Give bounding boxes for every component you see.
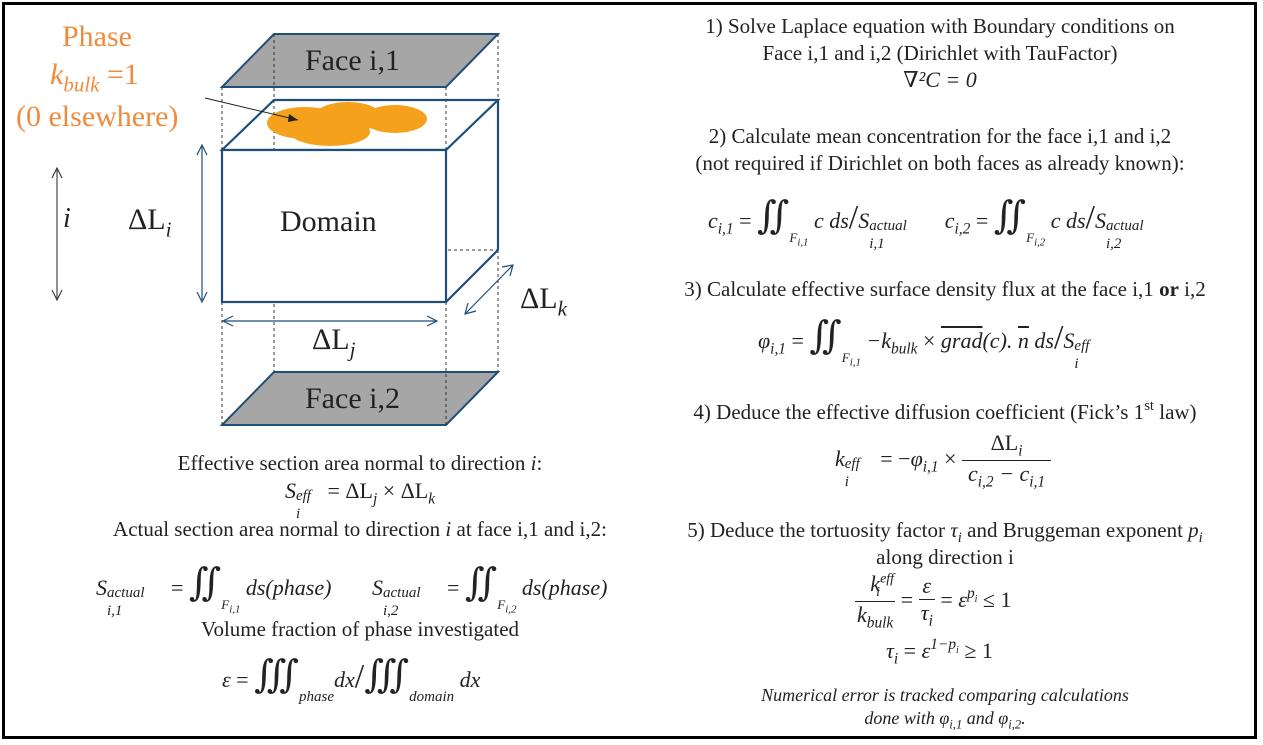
- phase-blobs: [267, 102, 427, 146]
- delta-lk-label: ΔLk: [520, 282, 567, 321]
- eff-area-j: j: [372, 490, 378, 508]
- step1-line1: 1) Solve Laplace equation with Boundary …: [705, 14, 1175, 38]
- delta-li-sub: i: [165, 217, 172, 242]
- domain-label: Domain: [280, 205, 377, 238]
- note-mid: and: [966, 708, 994, 728]
- step5-mid: and Bruggeman exponent: [967, 518, 1183, 542]
- ds-phase-1: ds(phase): [245, 575, 332, 600]
- eff-area-eq-b: × ΔL: [382, 478, 429, 503]
- delta-li-text: ΔL: [128, 203, 166, 236]
- step3-or: or: [1159, 277, 1179, 301]
- domain-box: [219, 98, 501, 304]
- kbulk-sub: bulk: [63, 72, 100, 97]
- delta-lj-arrow: [221, 315, 439, 327]
- delta-lk-sub: k: [557, 296, 567, 321]
- face-top-label: Face i,1: [305, 44, 400, 77]
- kbulk-label: kbulk =1: [50, 58, 139, 97]
- face-bottom-label: Face i,2: [305, 382, 400, 415]
- phase-label: Phase: [62, 20, 132, 53]
- ds-phase-2: ds(phase): [521, 575, 608, 600]
- direction-i-arrow: [51, 166, 63, 302]
- eff-area-dir: i: [530, 451, 537, 475]
- phase-pointer-arrow: [204, 97, 299, 121]
- volume-equation: ε = ∭phasedx/∭domain dx: [222, 654, 481, 705]
- actual-area-title: Actual section area normal to direction …: [40, 517, 680, 542]
- eff-area-k: k: [428, 490, 436, 508]
- flux-equation: φi,1 = ∬Fi,1 −kbulk × grad(c). n ds/S eff…: [758, 315, 1090, 372]
- step1-line2: Face i,1 and i,2 (Dirichlet with TauFact…: [762, 41, 1118, 65]
- note-line2: done with φi,1 and φi,2.: [864, 708, 1026, 732]
- delta-lj-label: ΔLj: [312, 323, 355, 362]
- mean-concentration-equation: ci,1 = ∬Fi,1 c ds/S actual i,1 ci,2 = ∬Fi,…: [708, 195, 1144, 252]
- delta-lj-text: ΔL: [312, 323, 350, 356]
- volume-title: Volume fraction of phase investigated: [200, 617, 520, 641]
- dir-i-label: i: [63, 203, 71, 234]
- step3-pre: 3) Calculate effective surface density f…: [684, 277, 1154, 301]
- tortuosity-equation: keffi kbulk = ε τi = εpi ≤ 1: [855, 571, 1012, 632]
- delta-lk-text: ΔL: [520, 282, 558, 315]
- step4-line: 4) Deduce the effective diffusion coeffi…: [640, 398, 1250, 425]
- actual-area-dir: i: [445, 517, 452, 541]
- bruggeman-equation: τi = ε1−pi ≥ 1: [886, 636, 993, 668]
- projection-lines: [221, 34, 499, 425]
- step5-line1: 5) Deduce the tortuosity factor τi and B…: [687, 518, 1203, 547]
- kbulk-value: =1: [106, 58, 139, 91]
- phase-word: phase: [299, 689, 335, 705]
- note-pre: done with: [864, 708, 935, 728]
- delta-li-arrow: [196, 143, 208, 304]
- actual-area-title-text: Actual section area normal to direction: [113, 517, 441, 541]
- kbulk-var: k: [50, 58, 64, 91]
- step4-pre: 4) Deduce the effective diffusion coeffi…: [693, 399, 1145, 424]
- eff-area-eq-a: = ΔL: [327, 478, 373, 503]
- step4-sup: st: [1144, 398, 1154, 414]
- step3-line: 3) Calculate effective surface density f…: [640, 277, 1250, 302]
- delta-lj-sub: j: [349, 337, 356, 362]
- step3-post: i,2: [1184, 277, 1206, 301]
- step4-post: law): [1159, 399, 1197, 424]
- elsewhere-label: (0 elsewhere): [16, 100, 179, 133]
- diffusion-equation: k eff i = −φi,1 × ΔLi ci,2 − ci,1: [835, 430, 1052, 492]
- eff-area-title-text: Effective section area normal to directi…: [177, 451, 526, 475]
- laplace-equation: ∇²C = 0: [903, 67, 977, 92]
- domain-word: domain: [409, 689, 455, 705]
- actual-area-tail: at face i,1 and i,2:: [456, 517, 607, 541]
- eff-area-title: Effective section area normal to directi…: [177, 451, 543, 475]
- delta-li-label: ΔLi: [128, 203, 171, 242]
- step5-pre: 5) Deduce the tortuosity factor: [687, 518, 945, 542]
- delta-lk-arrow: [464, 264, 514, 315]
- step5-line2: along direction i: [876, 545, 1014, 569]
- step2-line2: (not required if Dirichlet on both faces…: [695, 151, 1185, 175]
- note-line1: Numerical error is tracked comparing cal…: [761, 685, 1129, 705]
- phase-pointer-head: [288, 114, 298, 122]
- step2-line1: 2) Calculate mean concentration for the …: [708, 124, 1172, 148]
